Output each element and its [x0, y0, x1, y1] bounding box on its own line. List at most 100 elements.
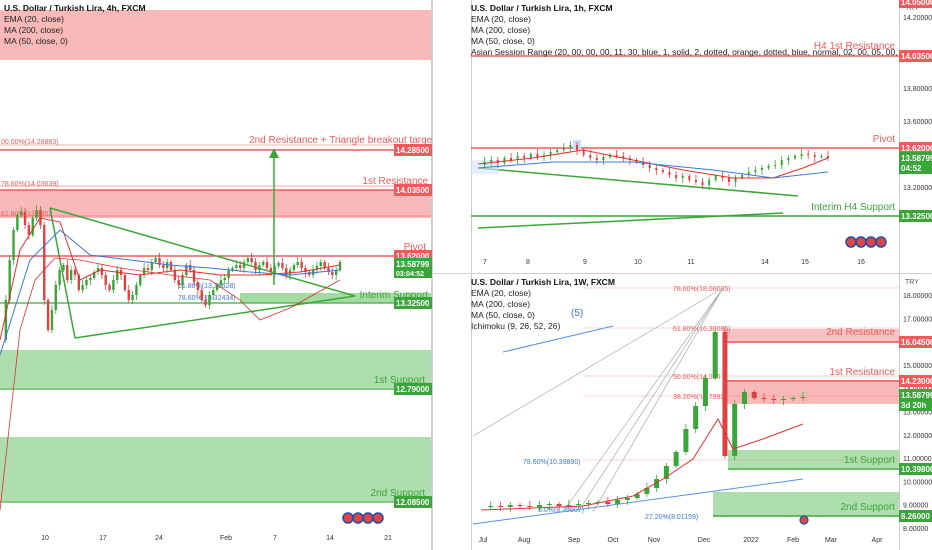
time-tick: Nov [648, 537, 661, 544]
time-tick: 15 [801, 259, 809, 266]
candle-1h-candle [576, 145, 579, 150]
candle-1w-candle [751, 392, 757, 398]
candle-1h-candle [516, 156, 519, 160]
support-zone-1 [728, 450, 899, 468]
candle-4h-candle [338, 262, 342, 270]
divider-vertical [432, 0, 433, 550]
legend-ma200: MA (200, close) [471, 299, 531, 309]
candle-1h-candle [510, 158, 513, 160]
candle-1w-candle [488, 506, 494, 507]
candle-4h-candle [173, 270, 177, 280]
price-axis-border [899, 274, 900, 550]
candle-4h-candle [131, 295, 134, 300]
event-flag-icon [372, 512, 384, 524]
ema-line-1h [477, 149, 829, 179]
candle-4h-candle [196, 282, 200, 290]
level-label: 2nd Support [371, 488, 426, 499]
candle-4h-candle [212, 290, 215, 295]
candle-4h-candle [108, 285, 111, 290]
fan-line [592, 287, 724, 513]
candle-4h-candle [123, 275, 127, 290]
candle-4h-candle [285, 268, 288, 275]
level-price-tag-bg [899, 336, 932, 348]
level-label: 1st Support [374, 375, 425, 386]
legend-ma50: MA (50, close, 0) [471, 36, 535, 46]
price-tick: 13.60000 [903, 119, 932, 126]
candle-4h-candle [39, 210, 42, 225]
time-tick: 7 [273, 535, 277, 542]
level-label: 2nd Support [841, 502, 896, 513]
legend-ma50: MA (50, close, 0) [4, 36, 68, 46]
legend-ma200: MA (200, close) [4, 25, 64, 35]
level-price-tag: 8.26000 [901, 512, 930, 521]
event-flag-icon [845, 236, 857, 248]
candle-1h-candle [569, 145, 572, 148]
candle-1w-candle [576, 504, 582, 505]
chart-panel-1h[interactable]: U.S. Dollar / Turkish Lira, 1h, FXCM EMA… [433, 0, 932, 273]
candle-1w-candle [585, 503, 591, 504]
candle-4h-candle [169, 262, 173, 270]
time-tick: 16 [857, 259, 865, 266]
left-border [471, 0, 472, 273]
candle-4h-candle [223, 278, 226, 280]
fib-label-786: 78.60%(14.03639) [1, 181, 59, 188]
candle-1w-candle [624, 498, 630, 500]
candle-1w-candle [673, 452, 679, 466]
currency-label: TRY [905, 279, 919, 286]
candle-1w-candle [800, 397, 806, 398]
level-price-tag: 13.32500 [396, 299, 430, 308]
level-label: Pivot [404, 242, 426, 253]
candle-1h-candle [582, 150, 585, 155]
countdown-tag: 04:52 [901, 164, 922, 173]
candle-1w-candle [712, 332, 718, 378]
candle-1h-candle [827, 156, 829, 158]
candle-1h-candle [549, 152, 552, 155]
price-tick: 18.00000 [903, 293, 932, 300]
candle-1h-candle [536, 154, 539, 157]
price-tick: 17.00000 [903, 316, 932, 323]
time-tick: 2022 [743, 537, 759, 544]
candle-1h-candle [490, 160, 493, 162]
time-tick: Feb [220, 535, 232, 542]
chart-panel-1w[interactable]: U.S. Dollar / Turkish Lira, 1W, FXCM EMA… [433, 274, 932, 550]
legend-1w: U.S. Dollar / Turkish Lira, 1W, FXCM EMA… [471, 277, 615, 332]
level-label: 1st Support [844, 455, 895, 466]
candle-1h-candle [562, 148, 565, 150]
candle-4h-candle [227, 270, 230, 278]
chart-panel-4h[interactable]: U.S. Dollar / Turkish Lira, 4h, FXCM EMA… [0, 0, 432, 550]
candle-4h-candle [62, 265, 65, 270]
event-flag-icon [362, 512, 374, 524]
candle-4h-candle [8, 260, 11, 300]
candle-1w-candle [527, 506, 533, 507]
level-price-tag: 14.03500 [901, 52, 932, 61]
level-price-tag-bg [394, 383, 432, 395]
level-price-tag-bg [394, 496, 432, 508]
candle-4h-candle [16, 215, 19, 230]
chart-canvas-4h[interactable]: 00.00%(14.28883) 78.60%(14.03639) 61.80%(1… [0, 0, 432, 550]
fib-label: 38.20%(13.7992 [673, 394, 724, 401]
candle-4h-candle [215, 285, 219, 290]
candle-1h-candle [595, 158, 598, 160]
fib-label-618b: 61.80%(13.39628) [178, 283, 236, 290]
candle-4h-candle [319, 262, 322, 266]
candle-1w-candle [605, 502, 611, 504]
candle-4h-candle [261, 262, 265, 265]
chart-canvas-1h[interactable]: 14.2000014.0000013.8000013.6000013.40000… [433, 0, 932, 273]
legend-ema: EMA (20, close) [471, 288, 531, 298]
candle-4h-candle [177, 280, 180, 285]
candle-1h-candle [648, 165, 651, 168]
candle-1h-candle [609, 155, 612, 157]
candle-4h-candle [281, 263, 284, 268]
level-price-tag: 10.39800 [901, 465, 932, 474]
legend-ema: EMA (20, close) [471, 14, 531, 24]
candle-1h-candle [774, 165, 777, 166]
current-price-tag-bg [899, 389, 932, 401]
chart-canvas-1w[interactable]: 78.60%(18.06035) 61.80%(16.38085) 50.00%(1… [433, 274, 932, 550]
candle-1h-candle [714, 176, 717, 180]
triangle-left-line [49, 207, 76, 339]
level-label: H4 1st Resistance [814, 41, 896, 52]
time-tick: 11 [687, 259, 694, 266]
current-price-tag: 13.58799 [396, 260, 430, 269]
candle-1w-candle [634, 494, 640, 498]
candle-4h-candle [235, 265, 238, 268]
